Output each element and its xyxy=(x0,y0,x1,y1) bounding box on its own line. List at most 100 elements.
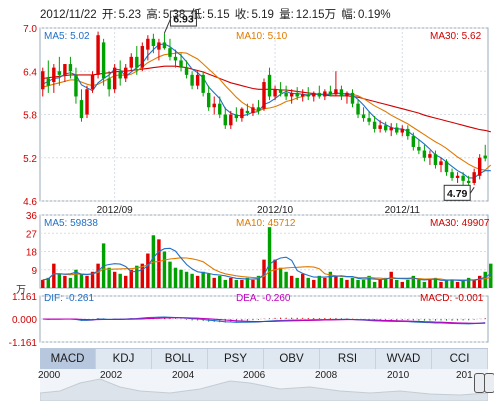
candle-body xyxy=(295,92,299,97)
volume-bar xyxy=(312,279,316,288)
volume-bar xyxy=(240,279,244,288)
volume-legend-2: MA30: 49907 xyxy=(430,218,490,229)
candle-body xyxy=(118,71,122,79)
price-tick-label: 5.8 xyxy=(23,111,37,122)
candle-body xyxy=(240,108,244,119)
candle-body xyxy=(367,118,371,122)
tab-cci[interactable]: CCI xyxy=(432,349,488,369)
volume-label: 量: xyxy=(279,9,294,21)
candle-body xyxy=(406,128,410,137)
volume-bar xyxy=(361,279,366,288)
volume-bar xyxy=(245,277,250,288)
candle-body xyxy=(483,155,487,159)
price-tick-label: 5.2 xyxy=(23,154,37,165)
navigator-year-2004: 2004 xyxy=(172,370,195,381)
volume-bar xyxy=(323,277,327,288)
close-label: 收: xyxy=(234,9,250,21)
volume-bar xyxy=(450,279,454,288)
candle-body xyxy=(361,114,366,119)
candle-body xyxy=(383,125,388,131)
volume-bar xyxy=(461,279,465,288)
date-tick-label: 2012/09 xyxy=(97,205,134,216)
candle-body xyxy=(206,92,211,108)
volume-bar xyxy=(345,279,349,288)
volume-bar xyxy=(284,271,288,288)
price-legend-0: MA5: 5.02 xyxy=(44,31,90,42)
volume-bar xyxy=(411,275,416,288)
volume-bar xyxy=(433,277,438,288)
annotation-box xyxy=(443,184,471,201)
tab-obv[interactable]: OBV xyxy=(264,349,320,369)
volume-bar xyxy=(428,279,432,288)
volume-bar xyxy=(135,265,139,288)
volume-bar xyxy=(417,279,421,288)
ma30-line xyxy=(42,65,491,133)
candle-body xyxy=(124,67,128,79)
volume-bar xyxy=(168,261,172,288)
candle-body xyxy=(229,114,233,126)
volume-tick-label: 36 xyxy=(26,211,38,222)
volume-bar xyxy=(400,281,404,288)
candle-body xyxy=(284,92,288,97)
candle-body xyxy=(57,71,62,75)
candle-body xyxy=(267,74,272,97)
macd-legend-1: DEA: -0.260 xyxy=(236,293,291,304)
low-value: 5.15 xyxy=(207,9,230,21)
low-label: 低: xyxy=(190,9,206,21)
macd-legend-2: MACD: -0.001 xyxy=(420,293,484,304)
candle-body xyxy=(273,89,277,97)
candle-body xyxy=(323,91,327,97)
volume-bar xyxy=(124,275,128,288)
tab-rsi[interactable]: RSI xyxy=(320,349,376,369)
candle-body xyxy=(234,114,239,119)
volume-bar xyxy=(223,279,227,288)
volume-bar xyxy=(306,277,310,288)
price-legend-2: MA30: 5.62 xyxy=(430,31,482,42)
volume-bar xyxy=(350,277,355,288)
candle-body xyxy=(306,94,310,97)
candle-body xyxy=(129,56,133,68)
volume-bar xyxy=(444,279,449,288)
candle-body xyxy=(411,136,416,147)
candle-body xyxy=(289,92,294,97)
tab-psy[interactable]: PSY xyxy=(208,349,264,369)
tab-kdj[interactable]: KDJ xyxy=(96,349,152,369)
macd-tick-label: -1.161 xyxy=(9,338,38,349)
navigator-year-2006: 2006 xyxy=(243,370,266,381)
volume-bar xyxy=(367,275,371,288)
candle-body xyxy=(46,78,51,86)
ma10-line xyxy=(42,51,492,171)
candle-body xyxy=(151,38,156,47)
macd-tick-label: 0.000 xyxy=(12,315,37,326)
volume-bar xyxy=(234,279,239,288)
volume-unit-label: 万 xyxy=(16,285,26,296)
navigator-right-handle[interactable] xyxy=(484,373,494,393)
tab-macd[interactable]: MACD xyxy=(40,349,96,369)
volume-tick-label: 9 xyxy=(31,266,37,277)
time-navigator[interactable] xyxy=(40,369,488,401)
candle-body xyxy=(96,35,100,75)
volume-bar xyxy=(256,275,261,288)
candle-body xyxy=(378,125,382,129)
candle-body xyxy=(472,172,476,183)
volume-bar xyxy=(179,269,183,288)
volume-bar xyxy=(273,259,277,288)
volume-bar xyxy=(472,279,476,288)
volume-bar xyxy=(251,279,255,288)
candle-body xyxy=(79,100,84,119)
macd-legend-0: DIF: -0.261 xyxy=(44,293,94,304)
tab-boll[interactable]: BOLL xyxy=(152,349,208,369)
date-tick-label: 2012/10 xyxy=(257,205,294,216)
close-value: 5.19 xyxy=(251,9,274,21)
volume-tick-label: 18 xyxy=(26,248,38,259)
candle-body xyxy=(184,67,189,75)
price-tick-label: 6.4 xyxy=(23,67,37,78)
candle-body xyxy=(350,92,355,104)
high-value: 5.38 xyxy=(162,9,186,21)
tab-wvad[interactable]: WVAD xyxy=(376,349,432,369)
macd-tick-label: 1.161 xyxy=(12,292,37,303)
volume-bar xyxy=(162,251,167,288)
candle-body xyxy=(455,175,460,178)
navigator-year-2010: 2010 xyxy=(387,370,410,381)
volume-legend-1: MA10: 45712 xyxy=(236,218,296,229)
